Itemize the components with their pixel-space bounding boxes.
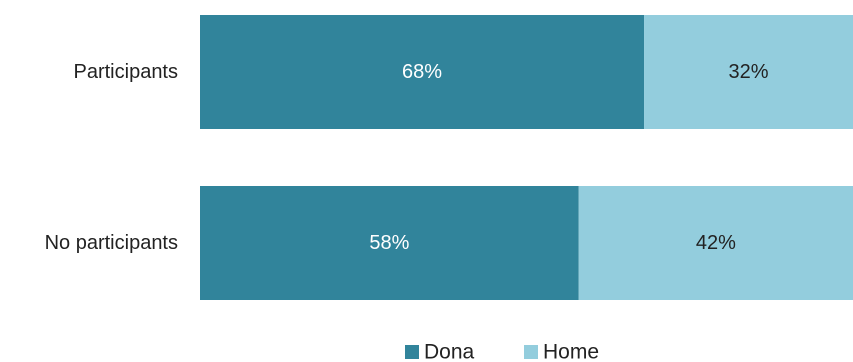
legend-swatch-dona [405, 345, 419, 359]
category-label-no-participants: No participants [45, 232, 178, 254]
category-labels: Participants No participants [45, 61, 178, 254]
bar-home-no-participants [578, 186, 853, 300]
data-labels: 68% 32% 58% 42% [369, 61, 768, 254]
data-label-dona-participants: 68% [402, 61, 442, 83]
bar-dona-participants [200, 15, 645, 129]
bar-dona-no-participants [200, 186, 579, 300]
legend-swatch-home [524, 345, 538, 359]
data-label-dona-no-participants: 58% [369, 232, 409, 254]
data-label-home-no-participants: 42% [696, 232, 736, 254]
data-label-home-participants: 32% [729, 61, 769, 83]
bars [200, 15, 853, 300]
legend: Dona Home [405, 341, 599, 362]
legend-label-dona: Dona [424, 341, 475, 362]
category-label-participants: Participants [74, 61, 179, 83]
legend-label-home: Home [543, 341, 599, 362]
bar-home-participants [644, 15, 853, 129]
